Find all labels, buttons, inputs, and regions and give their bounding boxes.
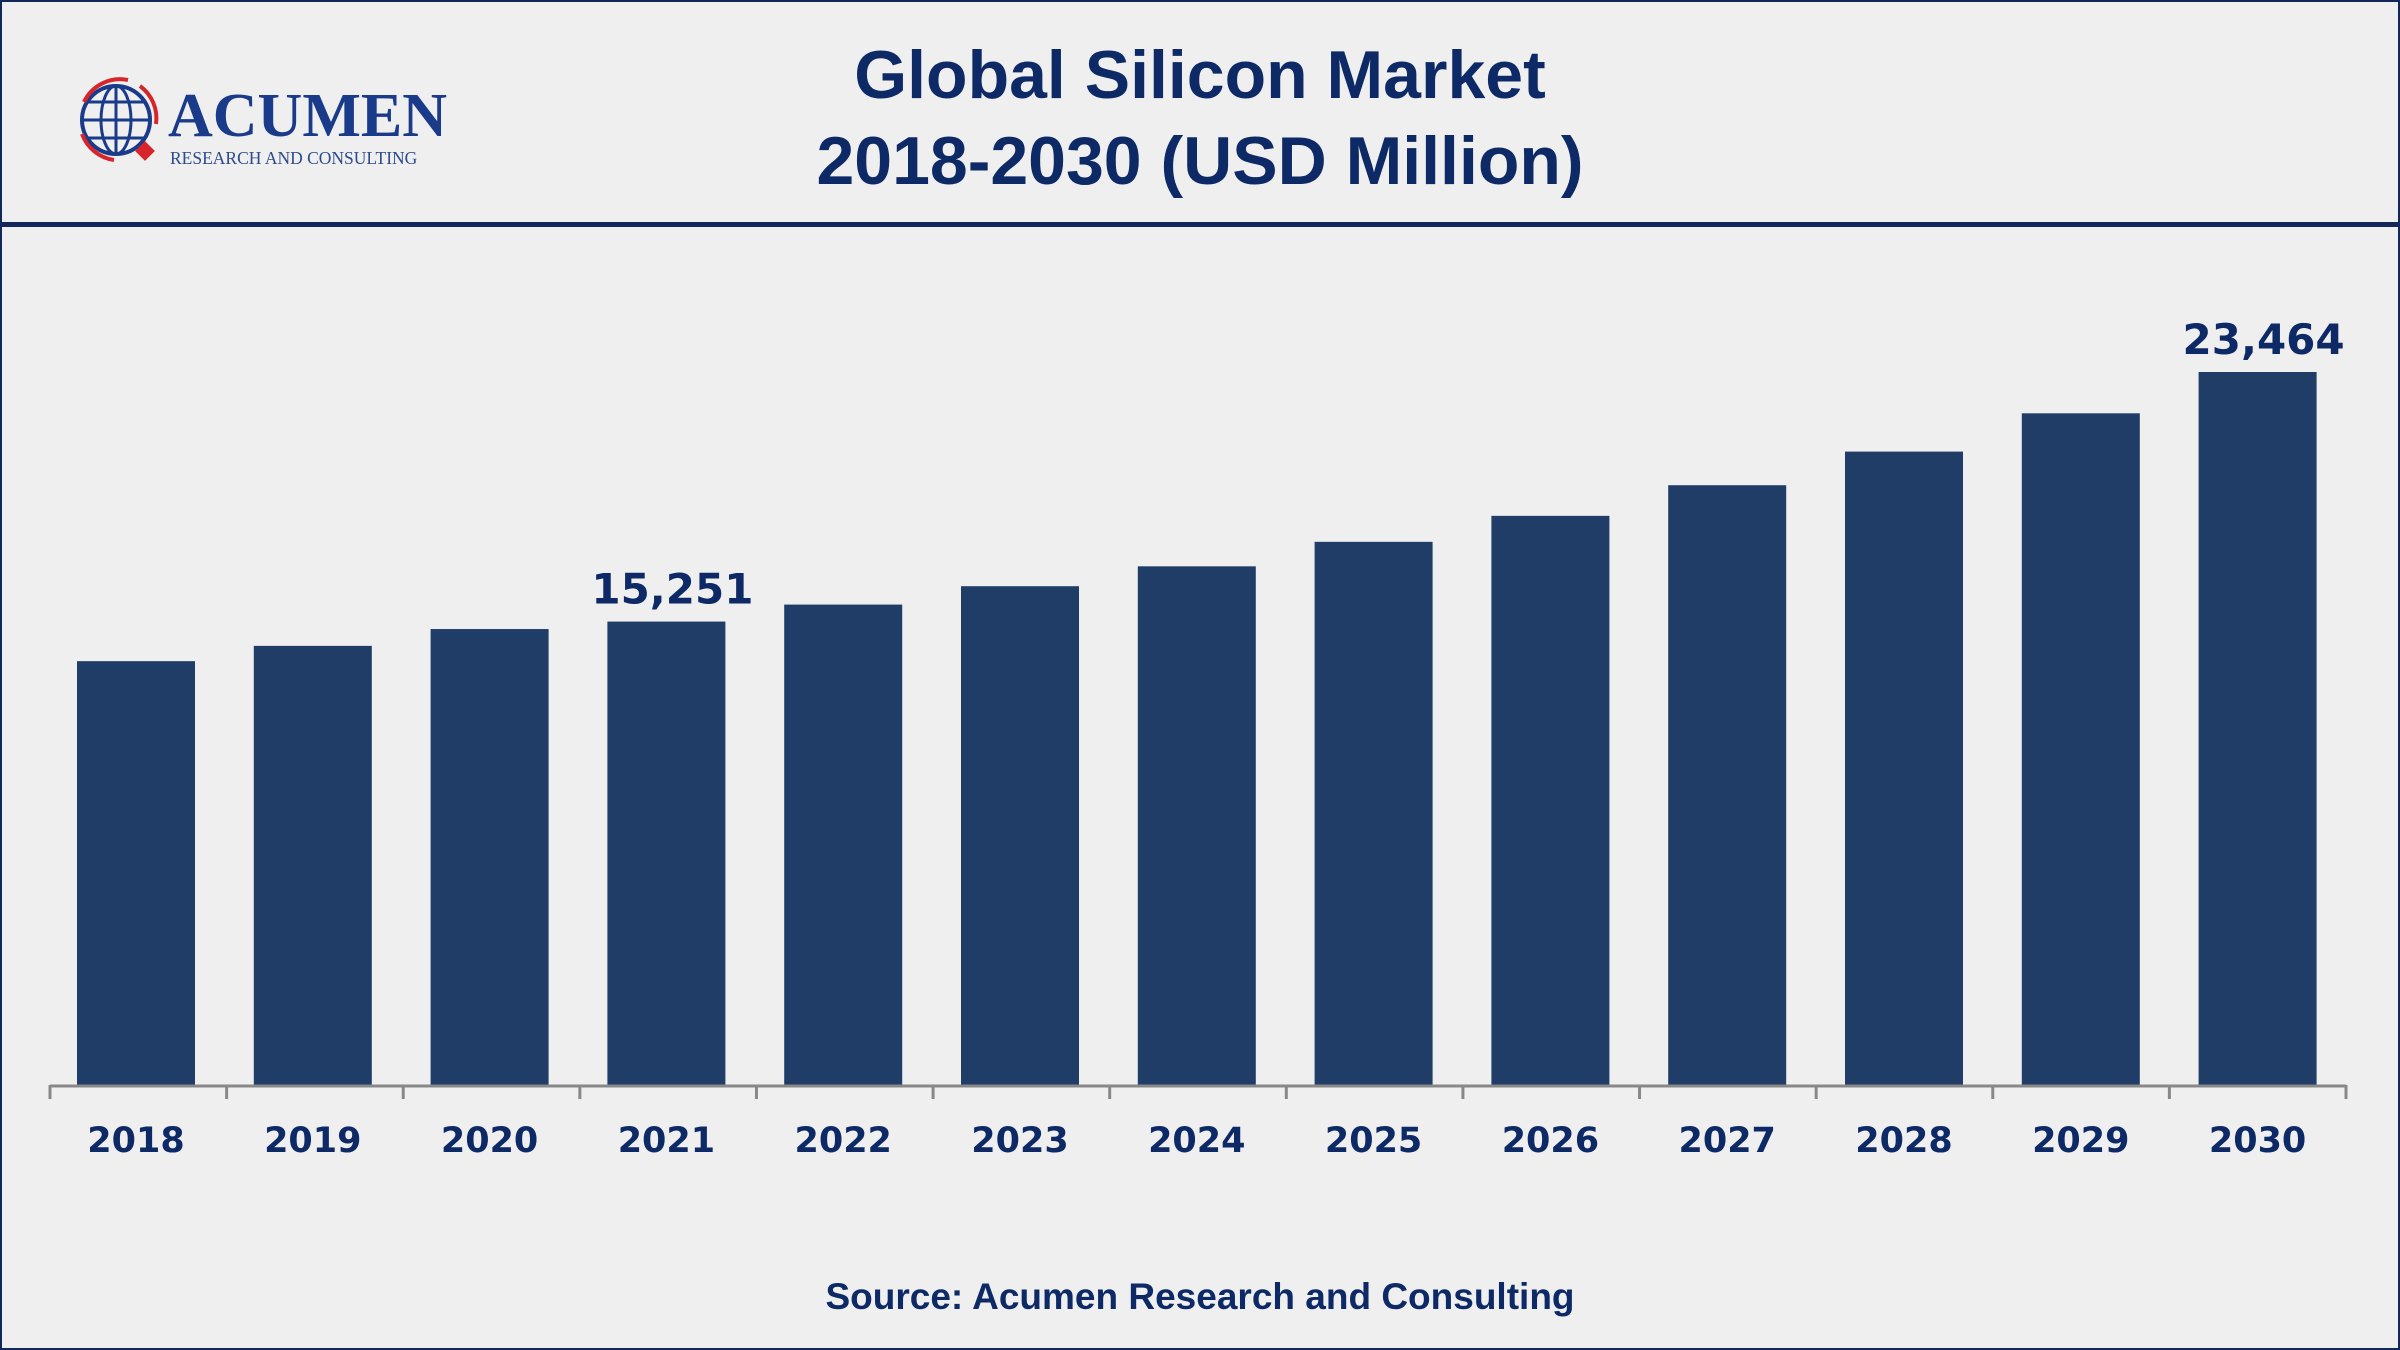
acumen-logo: ACUMEN RESEARCH AND CONSULTING bbox=[80, 77, 447, 168]
bar-2020 bbox=[430, 629, 549, 1085]
x-tick-label: 2019 bbox=[264, 1121, 361, 1161]
bar-2028 bbox=[1845, 451, 1963, 1085]
svg-text:RESEARCH AND CONSULTING: RESEARCH AND CONSULTING bbox=[170, 148, 418, 168]
x-tick-label: 2024 bbox=[1148, 1121, 1245, 1161]
bar-2025 bbox=[1314, 541, 1433, 1085]
bar-2018 bbox=[77, 661, 195, 1085]
x-tick-label: 2021 bbox=[618, 1121, 715, 1161]
chart-title-line2: 2018-2030 (USD Million) bbox=[816, 123, 1584, 199]
x-tick-label: 2020 bbox=[441, 1121, 538, 1161]
data-label-2030: 23,464 bbox=[2183, 315, 2345, 364]
bar-2024 bbox=[1137, 566, 1256, 1085]
bar-2029 bbox=[2021, 413, 2140, 1085]
x-tick-label: 2027 bbox=[1678, 1121, 1775, 1161]
x-tick-label: 2018 bbox=[87, 1121, 184, 1161]
x-tick-label: 2028 bbox=[1855, 1121, 1952, 1161]
header-divider bbox=[0, 222, 2400, 227]
bar-2030 bbox=[2198, 372, 2317, 1085]
x-tick-label: 2026 bbox=[1502, 1121, 1599, 1161]
source-note: Source: Acumen Research and Consulting bbox=[825, 1276, 1575, 1317]
bar-2027 bbox=[1668, 485, 1787, 1085]
data-label-2021: 15,251 bbox=[591, 565, 753, 614]
chart-title-line1: Global Silicon Market bbox=[854, 37, 1546, 113]
svg-text:ACUMEN: ACUMEN bbox=[168, 82, 447, 150]
x-tick-label: 2025 bbox=[1325, 1121, 1422, 1161]
bar-2021 bbox=[607, 621, 726, 1085]
x-tick-label: 2029 bbox=[2032, 1121, 2129, 1161]
x-tick-label: 2022 bbox=[794, 1121, 891, 1161]
x-tick-label: 2023 bbox=[971, 1121, 1068, 1161]
bar-2019 bbox=[253, 645, 372, 1085]
bar-2023 bbox=[961, 586, 1079, 1085]
x-tick-label: 2030 bbox=[2209, 1121, 2306, 1161]
bar-2022 bbox=[784, 604, 903, 1085]
bar-2026 bbox=[1491, 515, 1610, 1085]
